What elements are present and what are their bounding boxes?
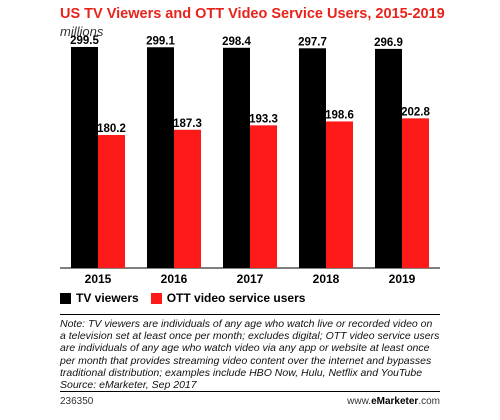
emarketer-credit[interactable]: www.eMarketer.com	[347, 396, 440, 407]
bar-ott-video-service-users-2018	[326, 121, 353, 268]
x-tick-label-2016: 2016	[161, 272, 188, 286]
chart-subtitle: millions	[60, 24, 104, 39]
bar-tv-viewers-2015	[71, 46, 98, 269]
value-label-ott-video-service-users-2017: 193.3	[249, 113, 278, 125]
note-text: Note: TV viewers are individuals of any …	[60, 318, 440, 379]
bar-ott-video-service-users-2019	[402, 118, 429, 268]
x-tick-label-2019: 2019	[389, 272, 416, 286]
chart-id: 236350	[60, 396, 94, 407]
bar-tv-viewers-2016	[147, 47, 174, 269]
value-label-ott-video-service-users-2019: 202.8	[401, 106, 430, 118]
x-tick-label-2017: 2017	[237, 272, 264, 286]
bar-tv-viewers-2018	[299, 48, 326, 269]
x-tick-label-2015: 2015	[85, 272, 112, 286]
legend-label-ott-users: OTT video service users	[166, 291, 306, 305]
value-label-ott-video-service-users-2015: 180.2	[97, 123, 126, 135]
legend-item-ott-users: OTT video service users	[150, 291, 306, 305]
bar-tv-viewers-2017	[223, 47, 250, 269]
x-tick-label-2018: 2018	[313, 272, 340, 286]
bar-ott-video-service-users-2015	[98, 135, 125, 268]
value-label-ott-video-service-users-2018: 198.6	[325, 109, 354, 121]
note-divider-top	[60, 314, 440, 315]
bar-chart: 299.5 180.2 2015 299.1 187.3 2016 298.4 193.3 20…	[60, 35, 440, 286]
value-label-tv-viewers-2015: 299.5	[70, 35, 99, 47]
legend-label-tv-viewers: TV viewers	[76, 291, 139, 305]
bar-tv-viewers-2019	[375, 48, 402, 268]
value-label-tv-viewers-2016: 299.1	[146, 35, 175, 47]
credit-prefix: www.	[347, 396, 372, 407]
source-text: Source: eMarketer, Sep 2017	[60, 379, 197, 392]
value-label-tv-viewers-2018: 297.7	[298, 36, 327, 48]
value-label-tv-viewers-2019: 296.9	[374, 37, 403, 49]
emarketer-logo: eMarketer	[371, 396, 419, 407]
legend: TV viewers OTT video service users	[60, 291, 317, 305]
value-label-tv-viewers-2017: 298.4	[222, 36, 251, 48]
credit-suffix: .com	[418, 396, 440, 407]
footer-divider	[60, 391, 440, 392]
chart-title: US TV Viewers and OTT Video Service User…	[60, 6, 445, 22]
legend-swatch-ott-users	[150, 292, 162, 304]
bar-ott-video-service-users-2017	[250, 125, 277, 268]
legend-item-tv-viewers: TV viewers	[60, 291, 139, 305]
value-label-ott-video-service-users-2016: 187.3	[173, 118, 202, 130]
bar-ott-video-service-users-2016	[174, 129, 201, 268]
legend-swatch-tv-viewers	[60, 292, 71, 304]
chart-note: Note: TV viewers are individuals of any …	[60, 318, 440, 391]
